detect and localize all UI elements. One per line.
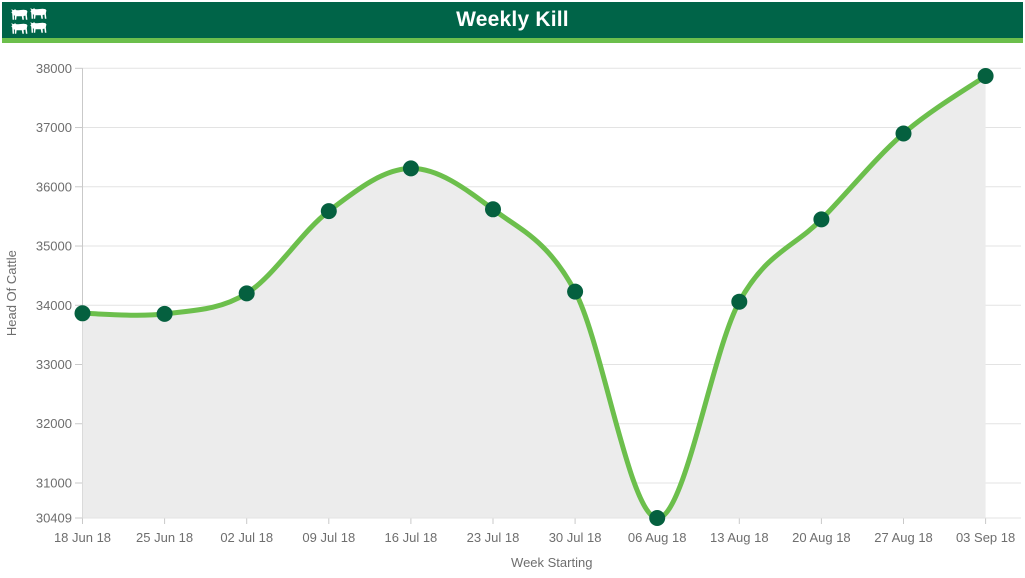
y-tick-label: 30409	[36, 511, 72, 526]
y-tick-label: 31000	[36, 475, 72, 490]
x-axis-title: Week Starting	[511, 555, 592, 570]
cattle-icon	[11, 8, 47, 34]
x-tick-label: 23 Jul 18	[467, 530, 520, 545]
x-tick-label: 02 Jul 18	[220, 530, 273, 545]
x-tick-label: 13 Aug 18	[710, 530, 769, 545]
data-point[interactable]	[813, 211, 830, 228]
x-tick-label: 25 Jun 18	[136, 530, 193, 545]
y-tick-label: 35000	[36, 239, 72, 254]
header: Weekly Kill	[2, 2, 1023, 43]
y-tick-label: 36000	[36, 179, 72, 194]
weekly-kill-chart[interactable]: 38000 37000 36000 35000 34000 33000 32000 31000…	[0, 43, 1025, 578]
y-tick-label: 34000	[36, 298, 72, 313]
x-tick-label: 30 Jul 18	[549, 530, 602, 545]
area-chart-svg[interactable]: 38000 37000 36000 35000 34000 33000 32000 31000…	[0, 43, 1025, 578]
data-point[interactable]	[402, 160, 419, 177]
page-title: Weekly Kill	[456, 8, 569, 31]
y-tick-label: 37000	[36, 120, 72, 135]
x-tick-label: 16 Jul 18	[385, 530, 438, 545]
x-tick-label: 18 Jun 18	[54, 530, 111, 545]
x-tick-label: 27 Aug 18	[874, 530, 933, 545]
x-tick-label: 06 Aug 18	[628, 530, 687, 545]
data-point[interactable]	[156, 305, 173, 322]
y-axis-title: Head Of Cattle	[4, 250, 19, 336]
data-point[interactable]	[895, 125, 912, 142]
y-tick-label: 38000	[36, 61, 72, 76]
x-tick-label: 03 Sep 18	[956, 530, 1015, 545]
data-point[interactable]	[320, 203, 337, 220]
data-point[interactable]	[567, 283, 584, 300]
data-point[interactable]	[649, 510, 666, 526]
data-point[interactable]	[731, 293, 748, 310]
data-point[interactable]	[238, 285, 255, 302]
y-tick-label: 32000	[36, 416, 72, 431]
x-tick-label: 09 Jul 18	[302, 530, 355, 545]
x-tick-label: 20 Aug 18	[792, 530, 851, 545]
area-fill	[82, 76, 986, 519]
data-point[interactable]	[977, 68, 994, 84]
data-point[interactable]	[74, 305, 91, 322]
y-tick-label: 33000	[36, 357, 72, 372]
data-point[interactable]	[485, 201, 501, 218]
